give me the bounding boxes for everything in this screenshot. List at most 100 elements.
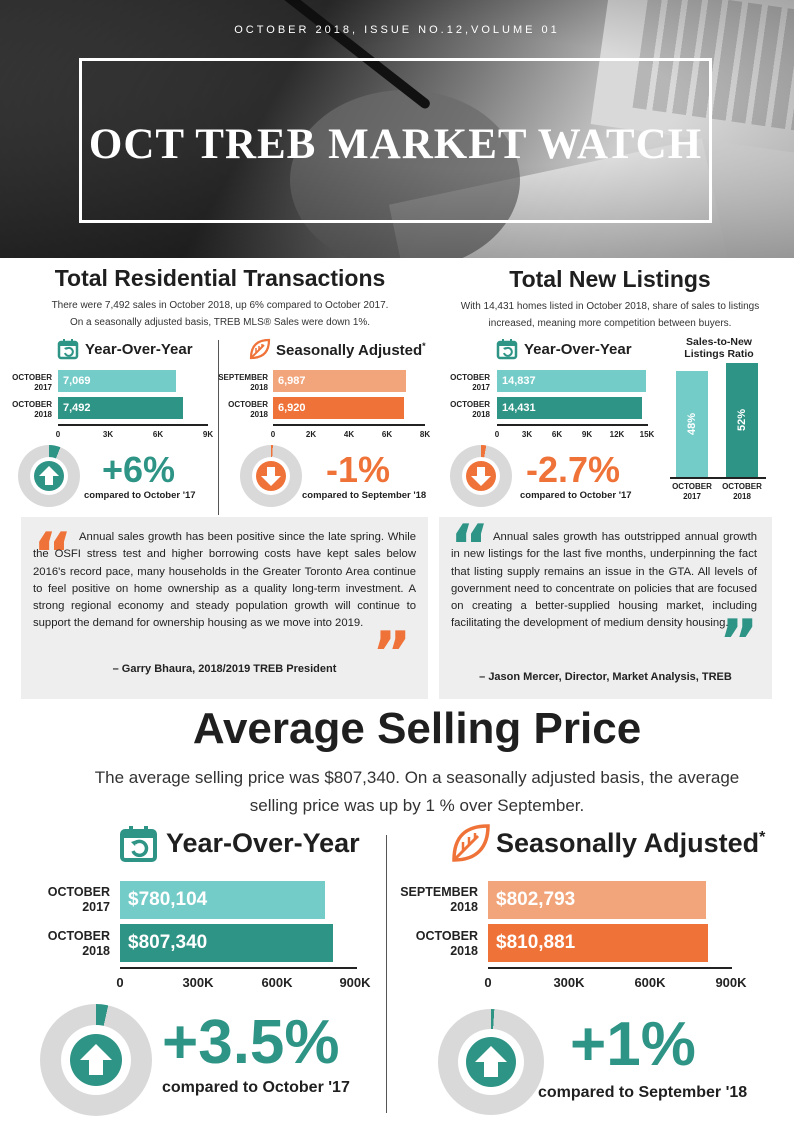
listings-yoy-axis xyxy=(497,424,648,426)
tick-label: 900K xyxy=(339,975,371,990)
price-sa-label-2: OCTOBER 2018 xyxy=(415,929,478,958)
transactions-yoy-bar-oct2018: 7,492 xyxy=(58,397,183,419)
ratio-bar-oct2017: 48% xyxy=(676,371,708,477)
ratio-bar-oct2018: 52% xyxy=(726,363,758,477)
quote-box-director xyxy=(439,517,772,699)
price-sa-bar-oct2018: $810,881 xyxy=(488,924,708,962)
transactions-sa-bar-sep2018: 6,987 xyxy=(273,370,406,392)
transactions-sa-change: -1% xyxy=(326,449,391,490)
divider xyxy=(218,340,219,515)
quote-president-attribution: – Garry Bhaura, 2018/2019 TREB President xyxy=(112,663,337,675)
arrow-up-icon xyxy=(70,1034,122,1086)
transactions-sa-heading: Seasonally Adjusted* xyxy=(276,341,426,359)
listings-yoy-heading: Year-Over-Year xyxy=(524,341,632,358)
transactions-yoy-bar-oct2017: 7,069 xyxy=(58,370,176,392)
price-yoy-axis xyxy=(120,967,357,969)
ratio-label-2: OCTOBER 2018 xyxy=(722,482,762,501)
transactions-subtitle-2: On a seasonally adjusted basis, TREB MLS… xyxy=(69,317,371,328)
tick-label: 4K xyxy=(343,430,355,439)
listings-yoy-label-2: OCTOBER 2018 xyxy=(450,400,490,419)
arrow-down-icon xyxy=(256,461,286,491)
calendar-refresh-icon xyxy=(57,339,79,360)
transactions-subtitle-1: There were 7,492 sales in October 2018, … xyxy=(51,300,389,311)
ratio-label-1: OCTOBER 2017 xyxy=(672,482,712,501)
transactions-title: Total Residential Transactions xyxy=(54,265,386,291)
calendar-refresh-icon xyxy=(120,826,157,862)
tick-label: 3K xyxy=(102,430,114,439)
header-photo xyxy=(0,0,794,258)
price-sa-axis xyxy=(488,967,732,969)
title-frame xyxy=(79,58,712,223)
tick-label: 0 xyxy=(484,975,492,990)
price-yoy-bar-oct2017: $780,104 xyxy=(120,881,325,919)
transactions-sa-axis xyxy=(273,424,425,426)
quote-director-attribution: – Jason Mercer, Director, Market Analysi… xyxy=(479,671,732,683)
leaf-icon xyxy=(249,338,271,360)
price-subtitle: The average selling price was $807,340. … xyxy=(94,768,740,815)
transactions-yoy-heading: Year-Over-Year xyxy=(85,341,193,358)
price-yoy-change: +3.5% xyxy=(162,1008,340,1077)
price-sa-bar-sep2018: $802,793 xyxy=(488,881,706,919)
divider xyxy=(386,835,387,1113)
tick-label: 6K xyxy=(551,430,563,439)
tick-label: 6K xyxy=(381,430,393,439)
tick-label: 300K xyxy=(553,975,585,990)
quote-president-text: Annual sales growth has been positive si… xyxy=(33,531,416,630)
arrow-up-icon xyxy=(466,1037,516,1087)
tick-label: 8K xyxy=(419,430,431,439)
ratio-axis xyxy=(670,477,766,479)
tick-label: 0 xyxy=(494,430,500,439)
tick-label: 0 xyxy=(270,430,276,439)
page-title: OCT TREB MARKET WATCH xyxy=(88,121,703,168)
listings-yoy-label-1: OCTOBER 2017 xyxy=(450,373,490,392)
price-sa-label-1: SEPTEMBER 2018 xyxy=(400,885,478,914)
price-sa-heading: Seasonally Adjusted* xyxy=(496,828,766,858)
tick-label: 900K xyxy=(715,975,747,990)
price-yoy-label-2: OCTOBER 2018 xyxy=(47,929,110,958)
listings-yoy-change: -2.7% xyxy=(526,449,621,490)
open-quote-icon: “ xyxy=(450,512,490,582)
listings-yoy-bar-oct2018: 14,431 xyxy=(497,397,642,419)
tick-label: 9K xyxy=(581,430,593,439)
listings-yoy-compare: compared to October '17 xyxy=(520,490,632,501)
tick-label: 0 xyxy=(55,430,61,439)
tick-label: 3K xyxy=(521,430,533,439)
price-sa-compare: compared to September '18 xyxy=(538,1084,748,1101)
transactions-yoy-label-2: OCTOBER 2018 xyxy=(12,400,52,419)
listings-title: Total New Listings xyxy=(509,266,711,292)
price-yoy-label-1: OCTOBER 2017 xyxy=(47,885,110,914)
arrow-down-icon xyxy=(466,461,496,491)
open-quote-icon: “ xyxy=(33,520,73,590)
price-sa-change: +1% xyxy=(570,1010,696,1079)
close-quote-icon: ” xyxy=(372,619,412,689)
listings-subtitle-1: With 14,431 homes listed in October 2018… xyxy=(460,301,760,312)
listings-yoy-bar-oct2017: 14,837 xyxy=(497,370,646,392)
tick-label: 15K xyxy=(639,430,655,439)
tick-label: 600K xyxy=(634,975,666,990)
tick-label: 600K xyxy=(261,975,293,990)
tick-label: 12K xyxy=(609,430,625,439)
price-yoy-compare: compared to October '17 xyxy=(162,1079,350,1096)
tick-label: 300K xyxy=(182,975,214,990)
transactions-yoy-label-1: OCTOBER 2017 xyxy=(12,373,52,392)
arrow-up-icon xyxy=(34,461,64,491)
tick-label: 2K xyxy=(305,430,317,439)
quote-director-text: Annual sales growth has outstripped annu… xyxy=(451,531,757,630)
transactions-sa-label-2: OCTOBER 2018 xyxy=(228,400,268,419)
transactions-yoy-axis xyxy=(58,424,208,426)
tick-label: 9K xyxy=(202,430,214,439)
transactions-sa-bar-oct2018: 6,920 xyxy=(273,397,404,419)
quote-box-president xyxy=(21,517,428,699)
transactions-sa-label-1: SEPTEMBER 2018 xyxy=(218,373,268,392)
transactions-yoy-compare: compared to October '17 xyxy=(84,490,196,501)
price-yoy-heading: Year-Over-Year xyxy=(166,828,360,858)
tick-label: 6K xyxy=(152,430,164,439)
ratio-title: Sales-to-New Listings Ratio xyxy=(684,336,754,360)
price-yoy-bar-oct2018: $807,340 xyxy=(120,924,333,962)
transactions-sa-compare: compared to September '18 xyxy=(302,490,427,501)
calendar-refresh-icon xyxy=(496,339,518,360)
leaf-icon xyxy=(452,824,490,862)
transactions-yoy-change: +6% xyxy=(102,449,176,490)
price-title: Average Selling Price xyxy=(192,704,642,753)
tick-label: 0 xyxy=(116,975,124,990)
